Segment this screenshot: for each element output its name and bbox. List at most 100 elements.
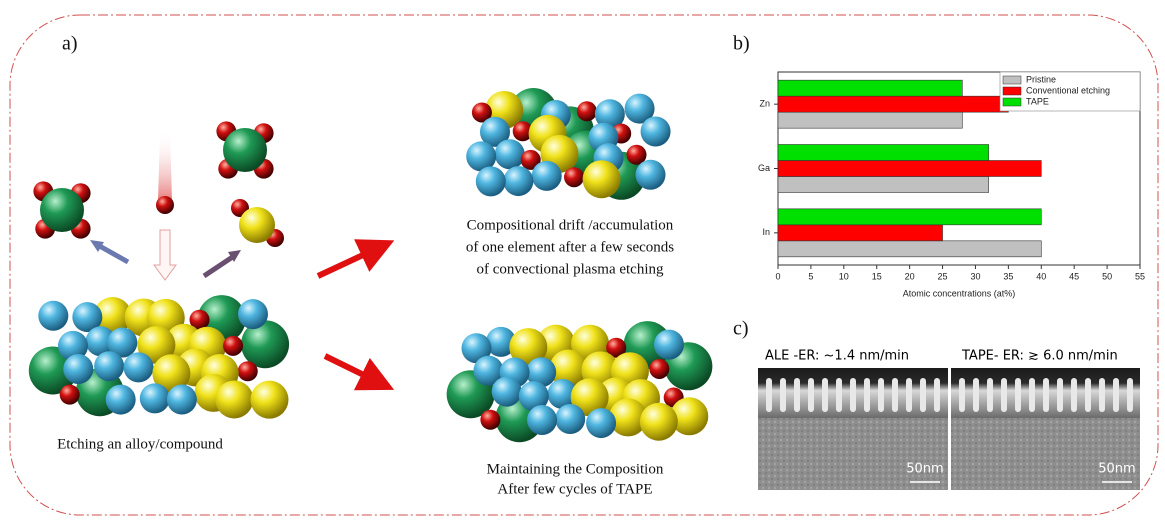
- caption: Etching an alloy/compound: [57, 436, 223, 452]
- y-tick-label: In: [762, 227, 770, 237]
- ion-beam: [158, 130, 172, 200]
- fin: [878, 378, 884, 412]
- fin: [1015, 378, 1021, 412]
- fin: [987, 378, 993, 412]
- atom: [94, 351, 124, 381]
- atom: [223, 336, 243, 356]
- atom: [527, 405, 557, 435]
- atom: [38, 301, 68, 331]
- legend-swatch: [1003, 87, 1021, 95]
- atom: [555, 404, 585, 434]
- atom: [532, 161, 562, 191]
- bar: [778, 145, 989, 161]
- atom: [215, 380, 253, 418]
- fin: [822, 378, 828, 412]
- fin: [906, 378, 912, 412]
- x-tick-label: 20: [905, 271, 915, 281]
- caption: After few cycles of TAPE: [497, 481, 652, 497]
- fin: [766, 378, 772, 412]
- fin: [794, 378, 800, 412]
- fin: [1127, 378, 1133, 412]
- fin: [836, 378, 842, 412]
- x-tick-label: 25: [938, 271, 948, 281]
- x-tick-label: 0: [775, 271, 780, 281]
- x-tick-label: 55: [1135, 271, 1145, 281]
- legend-label: TAPE: [1026, 96, 1049, 106]
- arrow: [318, 248, 378, 276]
- atom: [60, 385, 80, 405]
- bar: [778, 80, 962, 96]
- bar: [778, 96, 1008, 112]
- atom: [564, 167, 584, 187]
- fin: [1113, 378, 1119, 412]
- atom: [167, 385, 197, 415]
- atom: [63, 354, 93, 384]
- x-tick-label: 15: [872, 271, 882, 281]
- scale-bar-label: 50nm: [1098, 462, 1135, 477]
- x-tick-label: 5: [808, 271, 813, 281]
- x-tick-label: 50: [1102, 271, 1112, 281]
- x-tick-label: 30: [970, 271, 980, 281]
- caption: Compositional drift /accumulation: [467, 217, 674, 233]
- fin: [1057, 378, 1063, 412]
- panel-label: c): [733, 318, 749, 340]
- atom: [40, 188, 84, 232]
- figure: a) b) c) Etching an alloy/compound Compo…: [0, 0, 1165, 520]
- bar: [778, 161, 1041, 177]
- atom: [238, 361, 258, 381]
- atom: [503, 166, 533, 196]
- fin: [1099, 378, 1105, 412]
- arrow: [204, 256, 234, 276]
- fin: [864, 378, 870, 412]
- fin: [934, 378, 940, 412]
- atom: [140, 383, 170, 413]
- caption: of one element after a few seconds: [466, 239, 674, 255]
- bar: [778, 177, 989, 193]
- fin: [1029, 378, 1035, 412]
- atom: [577, 101, 597, 121]
- atom: [586, 408, 616, 438]
- sem-title: ALE -ER: ~1.4 nm/min: [765, 349, 909, 364]
- fin: [920, 378, 926, 412]
- fin: [808, 378, 814, 412]
- caption: of convectional plasma etching: [476, 261, 664, 277]
- fin: [973, 378, 979, 412]
- atom: [640, 403, 678, 441]
- arrow: [154, 230, 176, 280]
- atom: [492, 377, 522, 407]
- x-tick-label: 40: [1036, 271, 1046, 281]
- fin: [1043, 378, 1049, 412]
- atom: [223, 128, 267, 172]
- fin: [892, 378, 898, 412]
- atom: [250, 381, 288, 419]
- caption: Maintaining the Composition: [487, 461, 664, 477]
- atom: [156, 196, 174, 214]
- bar: [778, 241, 1041, 257]
- x-tick-label: 45: [1069, 271, 1079, 281]
- atom: [239, 207, 275, 243]
- fin: [1071, 378, 1077, 412]
- atom: [641, 117, 671, 147]
- x-axis-label: Atomic concentrations (at%): [903, 288, 1016, 298]
- legend-label: Conventional etching: [1026, 85, 1110, 95]
- sem-title: TAPE- ER: ≳ 6.0 nm/min: [961, 349, 1118, 364]
- legend-label: Pristine: [1026, 74, 1056, 84]
- atom: [476, 166, 506, 196]
- bar: [778, 225, 943, 241]
- atom: [636, 160, 666, 190]
- atom: [649, 359, 669, 379]
- fin: [850, 378, 856, 412]
- legend-swatch: [1003, 76, 1021, 84]
- atom: [495, 139, 525, 169]
- fin: [1001, 378, 1007, 412]
- atom: [480, 410, 500, 430]
- atom: [106, 385, 136, 415]
- fin: [1085, 378, 1091, 412]
- panel-label: a): [62, 33, 78, 55]
- panel-label: b): [733, 33, 750, 55]
- y-tick-label: Zn: [759, 99, 770, 109]
- arrow: [325, 356, 378, 382]
- fin: [780, 378, 786, 412]
- y-tick-label: Ga: [758, 163, 770, 173]
